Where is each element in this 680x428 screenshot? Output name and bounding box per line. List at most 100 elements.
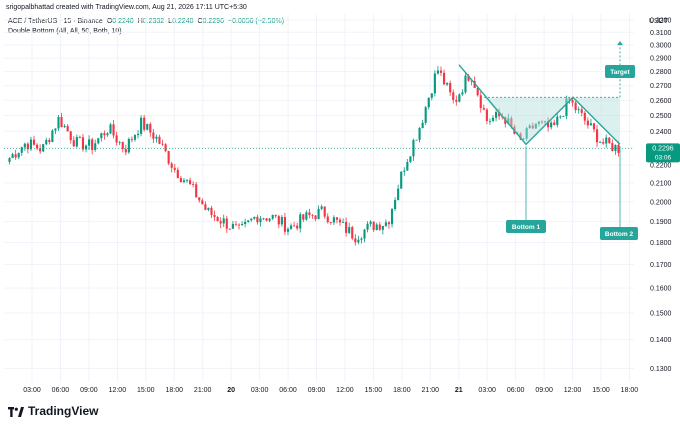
symbol-name[interactable]: ACE / TetherUS · 15 · Binance: [8, 18, 103, 25]
x-axis-tick-label: 03:00: [478, 387, 496, 394]
candle-body: [317, 208, 320, 220]
candle-body: [289, 225, 293, 229]
candle-body: [412, 140, 415, 157]
candle-body: [589, 123, 593, 126]
candle-body: [574, 102, 577, 111]
candle-body: [188, 180, 192, 185]
candle-body: [81, 137, 85, 150]
candle-body: [403, 170, 406, 172]
candle-body: [118, 142, 121, 143]
candle-body: [394, 200, 397, 210]
bottom-1-label-box: [506, 220, 546, 233]
x-axis-tick-label: 18:00: [393, 387, 411, 394]
x-axis-tick-label: 09:00: [80, 387, 98, 394]
candle-body: [29, 139, 33, 150]
candle-body: [241, 224, 244, 226]
indicator-legend[interactable]: Double Bottom (All, All, 50, Both, 10): [8, 28, 122, 35]
candle-body: [75, 137, 78, 147]
candle-body: [329, 222, 332, 223]
target-label: Target: [610, 69, 630, 76]
candle-body: [280, 216, 283, 225]
pattern-line: [458, 64, 621, 146]
currency-label[interactable]: USDT: [648, 18, 668, 25]
candle-body: [348, 227, 351, 233]
y-axis-tick-label: 0.3200: [650, 17, 672, 24]
candle-body: [387, 222, 391, 225]
y-axis-tick-label: 0.3100: [650, 30, 672, 37]
candle-body: [326, 216, 329, 223]
candle-body: [161, 143, 164, 145]
candle-body: [51, 130, 54, 143]
bottom-2-label-box: [600, 227, 638, 240]
candle-body: [363, 229, 366, 239]
candle-body: [42, 144, 45, 152]
x-axis-tick-label: 15:00: [365, 387, 383, 394]
candle-body: [262, 218, 265, 220]
candle-body: [602, 141, 605, 144]
candle-body: [571, 100, 574, 103]
candle-body: [112, 124, 115, 136]
y-axis-tick-label: 0.1800: [650, 240, 672, 247]
candle-body: [216, 216, 219, 222]
candle-body: [219, 221, 222, 224]
candle-body: [146, 123, 149, 130]
candle-body: [54, 128, 57, 131]
candle-body: [519, 133, 522, 140]
candle-body: [210, 207, 213, 215]
change-value: −0.0056 (−2.50%): [227, 18, 285, 25]
candle-body: [32, 139, 36, 145]
candle-body: [66, 125, 69, 132]
candle-body: [127, 138, 130, 153]
candle-body: [562, 116, 565, 117]
candle-body: [302, 214, 305, 220]
y-axis-tick-label: 0.2900: [650, 56, 672, 63]
candle-body: [614, 144, 617, 151]
candle-body: [20, 147, 23, 153]
y-axis-tick-label: 0.2600: [650, 98, 672, 105]
candle-body: [299, 214, 302, 229]
x-axis-tick-label: 06:00: [279, 387, 297, 394]
y-axis-tick-label: 0.3000: [650, 42, 672, 49]
candle-body: [455, 99, 458, 102]
candle-body: [201, 200, 204, 205]
tradingview-logo-text: TradingView: [28, 404, 99, 418]
candle-body: [360, 238, 363, 240]
x-axis-tick-label: 15:00: [137, 387, 155, 394]
y-axis-tick-label: 0.2700: [650, 83, 672, 90]
candle-body: [528, 125, 531, 129]
x-axis-tick-label: 06:00: [52, 387, 70, 394]
candle-body: [57, 117, 60, 129]
candle-body: [228, 228, 231, 230]
candle-body: [173, 167, 176, 170]
candle-body: [553, 122, 556, 125]
candle-body: [583, 112, 586, 121]
candle-body: [124, 149, 127, 153]
candle-body: [470, 80, 473, 82]
candle-body: [543, 121, 547, 122]
candle-body: [323, 206, 326, 217]
candle-body: [378, 224, 381, 230]
candle-body: [559, 116, 562, 118]
y-axis-tick-label: 0.2500: [650, 113, 672, 120]
candle-body: [332, 217, 335, 223]
candle-body: [464, 75, 467, 93]
candle-body: [534, 123, 537, 129]
x-axis-tick-label: 15:00: [592, 387, 610, 394]
candle-body: [488, 120, 492, 122]
candle-body: [179, 178, 182, 182]
candle-body: [599, 141, 602, 143]
y-axis-tick-label: 0.1700: [650, 262, 672, 269]
candle-body: [568, 98, 571, 101]
low-value: 0.2240: [172, 18, 194, 25]
candle-body: [522, 138, 525, 140]
candle-body: [565, 98, 568, 117]
candle-body: [283, 216, 287, 232]
candle-body: [222, 218, 225, 224]
tradingview-logo[interactable]: TradingView: [8, 404, 98, 418]
candle-body: [424, 107, 427, 123]
candle-body: [354, 238, 357, 243]
y-axis-tick-label: 0.2400: [650, 129, 672, 136]
candle-body: [213, 214, 216, 217]
candle-body: [442, 72, 446, 85]
